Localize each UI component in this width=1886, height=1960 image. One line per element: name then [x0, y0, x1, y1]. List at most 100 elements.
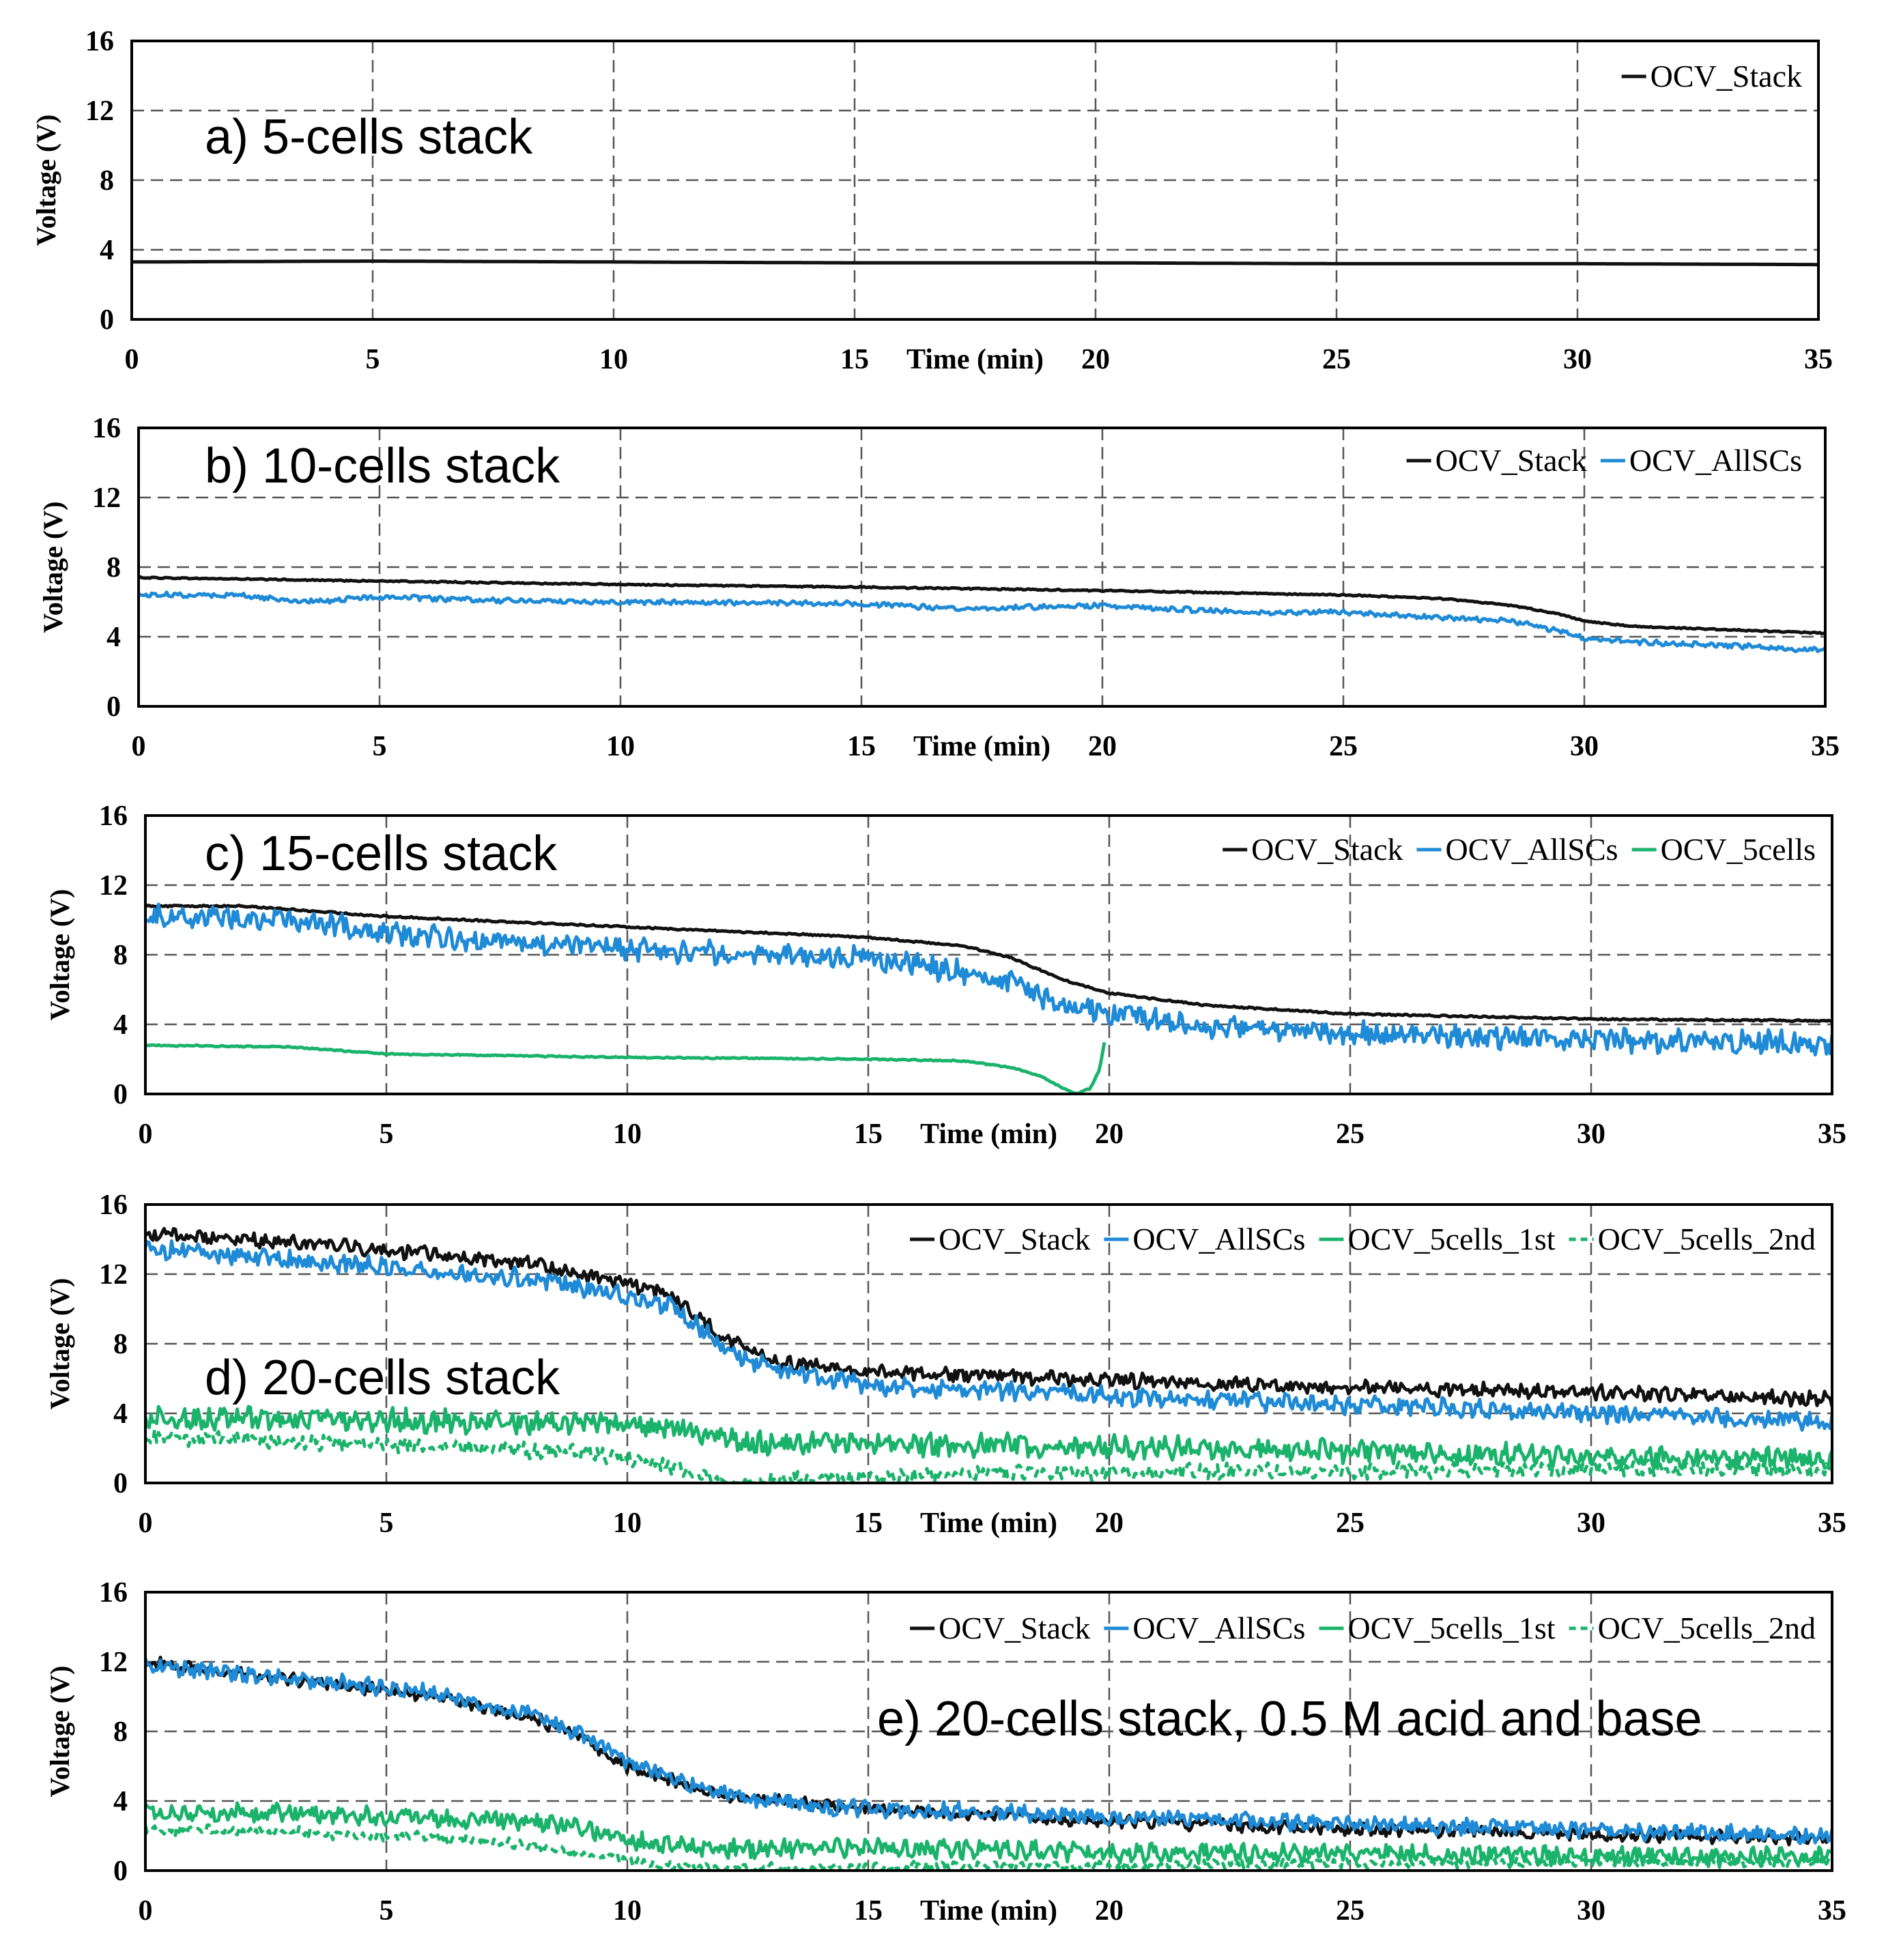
y-tick-label: 4	[113, 1398, 128, 1430]
x-axis-label: Time (min)	[920, 1119, 1057, 1150]
x-tick-label: 25	[1336, 1119, 1365, 1150]
x-tick-label: 15	[840, 344, 869, 375]
x-tick-label: 30	[1577, 1508, 1605, 1539]
y-tick-label: 16	[99, 1190, 128, 1221]
panel-title: c) 15-cells stack	[205, 826, 558, 881]
y-tick-label: 4	[113, 1009, 128, 1041]
y-tick-label: 8	[113, 1716, 128, 1748]
x-tick-label: 25	[1336, 1895, 1365, 1927]
series-line-ocv-stack	[139, 575, 1825, 636]
x-tick-label: 20	[1081, 344, 1110, 375]
x-tick-label: 25	[1329, 731, 1358, 762]
y-tick-label: 0	[100, 304, 114, 336]
x-tick-label: 0	[139, 1895, 153, 1927]
legend-label: OCV_5cells_2nd	[1598, 1611, 1816, 1645]
legend: OCV_Stack OCV_AllSCs OCV_5cells	[1223, 832, 1816, 867]
legend-item: OCV_AllSCs	[1104, 1611, 1305, 1645]
legend-item: OCV_AllSCs	[1104, 1222, 1305, 1256]
legend-label: OCV_Stack	[1435, 443, 1587, 478]
plot-frame	[130, 40, 1820, 321]
series-line-ocv-allscs	[145, 902, 1832, 1056]
panel-e: 0 4 8 12 16 0 5 10 15 20 25 30 35 Time (min) Voltage (…	[44, 1577, 1846, 1927]
series-line-ocv-5cells-2nd	[145, 1427, 1832, 1483]
y-tick-label: 0	[113, 1856, 128, 1887]
panel-d: 0 4 8 12 16 0 5 10 15 20 25 30 35 Time (min) Voltage (…	[44, 1190, 1846, 1539]
y-tick-label: 4	[100, 235, 114, 266]
plot-frame	[144, 1203, 1833, 1484]
legend: OCV_Stack OCV_AllSCs	[1406, 443, 1802, 478]
x-tick-label: 25	[1336, 1508, 1365, 1539]
y-axis-label: Voltage (V)	[44, 1666, 75, 1798]
x-tick-label: 20	[1095, 1895, 1124, 1927]
y-tick-label: 4	[113, 1786, 128, 1817]
legend-label: OCV_AllSCs	[1629, 443, 1802, 478]
legend-label: OCV_AllSCs	[1132, 1611, 1305, 1645]
series-line-ocv-allscs	[145, 1239, 1832, 1432]
y-axis-label: Voltage (V)	[44, 889, 75, 1021]
plot-frame	[144, 1591, 1833, 1872]
x-tick-label: 0	[125, 344, 139, 375]
legend-item: OCV_5cells	[1631, 832, 1816, 867]
series-line-ocv-stack	[145, 1226, 1832, 1408]
x-axis-label: Time (min)	[913, 731, 1051, 762]
legend: OCV_Stack OCV_AllSCs OCV_5cells_1st OCV_5ce…	[910, 1222, 1816, 1256]
x-tick-label: 35	[1818, 1895, 1846, 1927]
x-axis-label: Time (min)	[906, 344, 1044, 375]
x-tick-label: 15	[854, 1119, 883, 1150]
x-tick-label: 15	[847, 731, 876, 762]
legend-item: OCV_5cells_2nd	[1569, 1222, 1816, 1256]
legend-item: OCV_Stack	[1223, 832, 1403, 867]
legend-item: OCV_5cells_2nd	[1569, 1611, 1816, 1645]
panel-title: b) 10-cells stack	[205, 439, 560, 493]
y-tick-label: 12	[92, 482, 121, 514]
x-tick-label: 35	[1818, 1508, 1846, 1539]
series-line-ocv-5cells-1st	[145, 1801, 1832, 1869]
panel-c: 0 4 8 12 16 0 5 10 15 20 25 30 35 Time (min) Voltage (…	[44, 801, 1846, 1150]
x-tick-label: 20	[1095, 1119, 1124, 1150]
series-line-ocv-stack	[132, 259, 1818, 267]
x-tick-label: 0	[139, 1508, 153, 1539]
x-tick-label: 0	[139, 1119, 153, 1150]
panel-title: e) 20-cells stack, 0.5 M acid and base	[877, 1692, 1702, 1746]
y-tick-label: 8	[113, 940, 128, 971]
x-tick-label: 35	[1811, 731, 1840, 762]
legend-label: OCV_5cells	[1661, 832, 1816, 867]
x-tick-label: 35	[1818, 1119, 1846, 1150]
y-tick-label: 0	[113, 1468, 128, 1499]
x-tick-label: 35	[1804, 344, 1833, 375]
x-tick-label: 10	[613, 1119, 642, 1150]
y-tick-label: 4	[106, 622, 121, 653]
legend: OCV_Stack	[1621, 59, 1802, 93]
y-axis-label: Voltage (V)	[31, 115, 61, 246]
y-axis-label: Voltage (V)	[38, 502, 68, 633]
x-tick-label: 10	[606, 731, 635, 762]
x-tick-label: 20	[1088, 731, 1117, 762]
legend-label: OCV_5cells_1st	[1347, 1611, 1555, 1645]
series-line-ocv-allscs	[139, 590, 1825, 654]
x-tick-label: 15	[854, 1895, 883, 1927]
panel-b: 0 4 8 12 16 0 5 10 15 20 25 30 35 Time (min) Voltage (…	[38, 413, 1840, 762]
y-tick-label: 8	[113, 1329, 128, 1360]
legend-label: OCV_AllSCs	[1446, 832, 1618, 867]
y-tick-label: 12	[99, 870, 128, 902]
legend-item: OCV_5cells_1st	[1319, 1611, 1556, 1645]
x-tick-label: 20	[1095, 1508, 1124, 1539]
x-tick-label: 10	[599, 344, 628, 375]
y-tick-label: 8	[106, 552, 121, 583]
x-tick-label: 5	[380, 1508, 394, 1539]
x-tick-label: 25	[1322, 344, 1351, 375]
y-axis-label: Voltage (V)	[44, 1278, 75, 1410]
x-tick-label: 10	[613, 1895, 642, 1927]
y-tick-label: 16	[85, 26, 114, 57]
legend-label: OCV_Stack	[939, 1222, 1090, 1256]
legend-item: OCV_5cells_1st	[1319, 1222, 1556, 1256]
series-line-ocv-5cells	[145, 1041, 1106, 1094]
legend-item: OCV_AllSCs	[1600, 443, 1802, 478]
y-tick-label: 12	[99, 1259, 128, 1291]
legend-label: OCV_5cells_1st	[1347, 1222, 1555, 1256]
y-tick-label: 8	[100, 165, 114, 197]
y-tick-label: 16	[92, 413, 121, 444]
x-axis-label: Time (min)	[920, 1895, 1057, 1927]
panel-a: 0 4 8 12 16 0 5 10 15 20 25 30 35 Time (min) Voltage (…	[31, 26, 1833, 375]
